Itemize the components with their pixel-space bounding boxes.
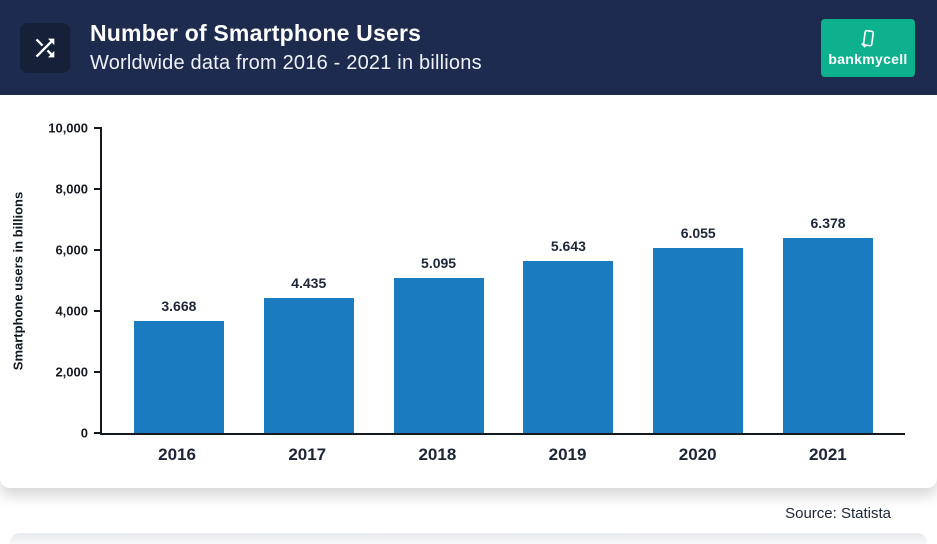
bar-value-label: 3.668 — [161, 298, 197, 315]
bar-group: 6.055 — [653, 128, 744, 433]
phone-icon — [861, 29, 875, 48]
x-axis-label: 2021 — [808, 445, 847, 464]
y-tick-mark — [94, 127, 102, 129]
bar-value-label: 5.643 — [550, 237, 586, 254]
y-axis-title: Smartphone users in billions — [10, 191, 26, 371]
x-axis-label: 2020 — [678, 445, 717, 464]
y-tick-mark — [94, 310, 102, 312]
plot-area: 3.668 4.435 5.095 5.643 6.055 6.378 0 2,000 4,0… — [48, 121, 905, 441]
x-axis-label: 2019 — [548, 445, 587, 464]
y-tick-label: 6,000 — [55, 242, 88, 258]
footer: Source: Statista — [0, 488, 937, 544]
bar-group: 4.435 — [263, 128, 354, 433]
bar — [133, 321, 224, 433]
bar-group: 6.378 — [783, 128, 874, 433]
x-axis-label: 2018 — [418, 445, 457, 464]
header-titles: Number of Smartphone Users Worldwide dat… — [90, 20, 482, 75]
y-tick-mark — [94, 371, 102, 373]
chart-card: Smartphone users in billions 3.668 4.435 5… — [0, 95, 937, 488]
bar-group: 3.668 — [133, 128, 224, 433]
x-axis-labels: 2016 2017 2018 2019 2020 2021 — [100, 445, 905, 465]
page-subtitle: Worldwide data from 2016 - 2021 in billi… — [90, 52, 482, 74]
bar — [783, 238, 874, 433]
bar — [653, 248, 744, 433]
bar-group: 5.095 — [393, 128, 484, 433]
x-axis-label: 2017 — [288, 445, 327, 464]
bankmycell-logo: bankmycell — [821, 18, 915, 77]
bar-value-label: 4.435 — [291, 274, 327, 291]
bar — [523, 260, 614, 433]
source-text: Source: Statista — [785, 505, 891, 522]
bar-value-label: 5.095 — [421, 254, 457, 271]
bars-container: 3.668 4.435 5.095 5.643 6.055 6.378 — [102, 128, 905, 433]
bar-group: 5.643 — [523, 128, 614, 433]
y-tick-label: 8,000 — [55, 181, 88, 197]
y-tick-label: 4,000 — [55, 303, 88, 319]
bankmycell-logo-text: bankmycell — [828, 50, 908, 67]
bottom-card-edge — [10, 533, 927, 544]
shuffle-icon — [20, 22, 70, 73]
y-tick-label: 0 — [80, 425, 88, 441]
y-tick-mark — [94, 432, 102, 434]
y-tick-mark — [94, 249, 102, 251]
bar-value-label: 6.378 — [810, 215, 846, 232]
bar — [263, 297, 354, 433]
bar — [393, 277, 484, 433]
header: Number of Smartphone Users Worldwide dat… — [0, 0, 937, 95]
y-tick-label: 2,000 — [55, 364, 88, 380]
x-axis-label: 2016 — [158, 445, 196, 464]
bar-value-label: 6.055 — [680, 225, 716, 242]
y-tick-label: 10,000 — [48, 120, 88, 136]
y-tick-mark — [94, 188, 102, 190]
page-title: Number of Smartphone Users — [90, 20, 422, 46]
